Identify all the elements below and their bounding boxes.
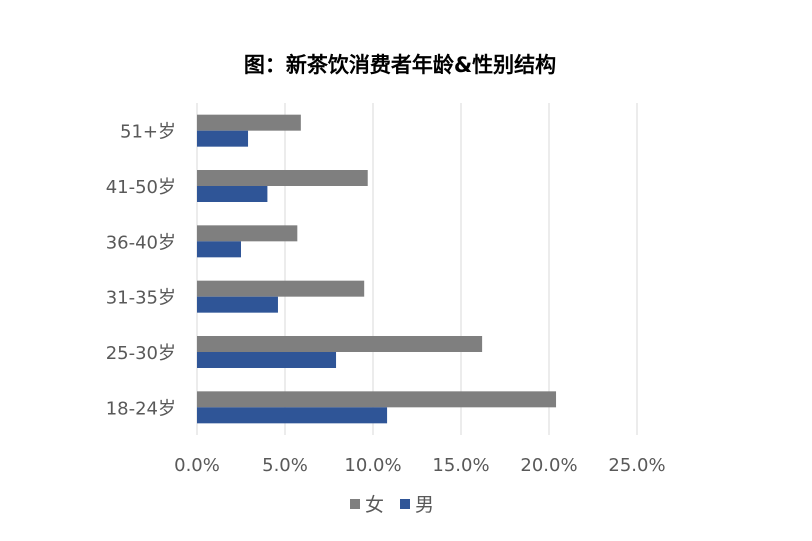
bar-male <box>197 186 268 202</box>
legend-swatch <box>400 499 410 509</box>
legend-label: 女 <box>365 494 384 516</box>
x-tick-label: 5.0% <box>262 455 308 476</box>
x-tick-label: 15.0% <box>432 455 489 476</box>
category-label: 41-50岁 <box>106 177 176 198</box>
bar-female <box>197 114 301 131</box>
bar-male <box>197 241 241 258</box>
category-labels: 51+岁 41-50岁 36-40岁 31-35岁 25-30岁 18-24岁 <box>106 122 176 420</box>
legend: 女男 <box>350 494 434 516</box>
bar-female <box>197 225 298 242</box>
grid <box>196 103 638 435</box>
bars <box>197 114 557 424</box>
category-label: 18-24岁 <box>106 398 176 419</box>
x-tick-label: 20.0% <box>520 455 577 476</box>
category-label: 31-35岁 <box>106 288 176 309</box>
legend-label: 男 <box>415 494 434 516</box>
legend-swatch <box>350 499 360 509</box>
bar-male <box>197 352 337 368</box>
category-label: 51+岁 <box>120 122 176 143</box>
bar-female <box>197 391 557 408</box>
category-label: 36-40岁 <box>106 232 176 253</box>
bar-male <box>197 130 249 147</box>
category-label: 25-30岁 <box>106 343 176 364</box>
x-tick-label: 10.0% <box>344 455 401 476</box>
x-tick-label: 25.0% <box>608 455 665 476</box>
bar-female <box>197 280 365 297</box>
bar-male <box>197 296 278 313</box>
x-tick-labels: 0.0% 5.0% 10.0% 15.0% 20.0% 25.0% <box>174 455 665 476</box>
chart-title: 图：新茶饮消费者年龄&性别结构 <box>244 53 556 77</box>
bar-male <box>197 407 388 424</box>
x-tick-label: 0.0% <box>174 455 220 476</box>
bar-female <box>197 336 483 352</box>
bar-female <box>197 170 368 186</box>
